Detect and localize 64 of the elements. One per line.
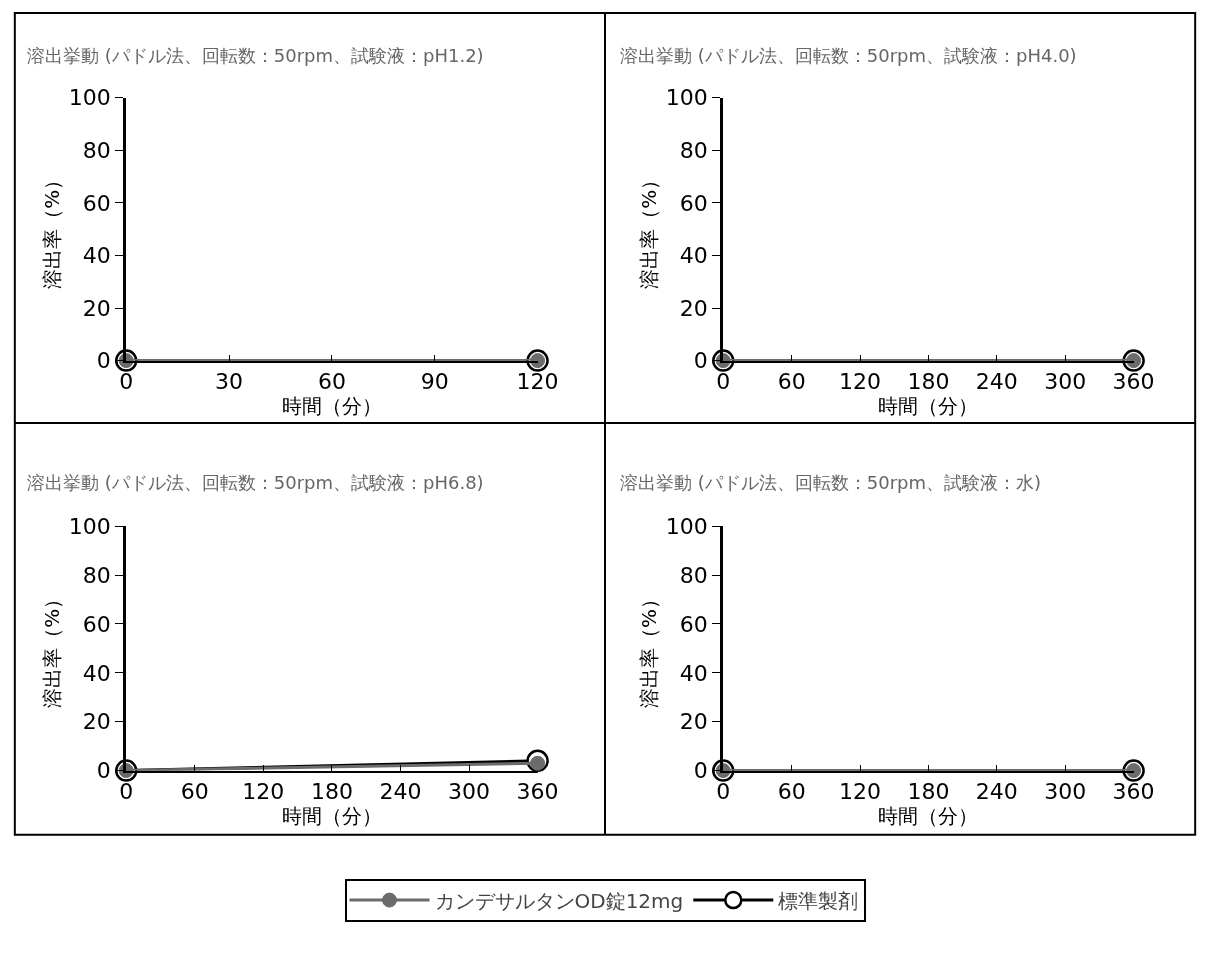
y-tick-label: 100	[68, 85, 111, 111]
x-tick-label: 360	[516, 778, 559, 804]
y-tick-label: 0	[693, 758, 708, 784]
legend-label: 標準製剤	[778, 888, 859, 913]
x-tick-label: 60	[317, 369, 346, 395]
x-tick-label: 120	[839, 778, 882, 804]
y-tick-label: 100	[665, 85, 708, 111]
x-tick-label: 240	[975, 778, 1018, 804]
y-tick-label: 40	[82, 243, 111, 269]
x-tick-label: 240	[975, 369, 1018, 395]
x-tick-label: 180	[907, 369, 950, 395]
chart-title: 溶出挙動 (パドル法、回転数：50rpm、試験液：pH1.2)	[27, 45, 484, 66]
y-tick-label: 40	[82, 660, 111, 686]
y-tick-label: 80	[82, 562, 111, 588]
y-tick-label: 20	[82, 295, 111, 321]
y-axis-title: 溶出率（%）	[40, 169, 65, 289]
y-tick-label: 100	[665, 513, 708, 539]
y-tick-label: 60	[82, 190, 111, 216]
x-tick-label: 360	[1112, 369, 1155, 395]
x-tick-label: 60	[777, 369, 806, 395]
y-tick-label: 0	[96, 758, 111, 784]
x-tick-label: 240	[379, 778, 422, 804]
x-tick-label: 120	[242, 778, 285, 804]
y-axis-title: 溶出率（%）	[637, 588, 662, 708]
chart-title: 溶出挙動 (パドル法、回転数：50rpm、試験液：pH4.0)	[620, 45, 1077, 66]
x-axis-title: 時間（分）	[281, 394, 382, 419]
y-tick-label: 60	[679, 190, 708, 216]
y-tick-label: 40	[679, 660, 708, 686]
x-tick-label: 30	[215, 369, 244, 395]
y-tick-label: 20	[679, 709, 708, 735]
x-tick-label: 120	[839, 369, 882, 395]
y-tick-label: 80	[679, 562, 708, 588]
y-tick-label: 0	[693, 348, 708, 374]
x-tick-label: 180	[310, 778, 353, 804]
y-tick-label: 40	[679, 243, 708, 269]
legend-label: カンデサルタンOD錠12mg	[434, 888, 684, 913]
x-tick-label: 300	[1044, 778, 1087, 804]
y-tick-label: 20	[82, 709, 111, 735]
y-tick-label: 80	[82, 137, 111, 163]
y-axis-title: 溶出率（%）	[637, 169, 662, 289]
x-tick-label: 120	[516, 369, 559, 395]
x-tick-label: 0	[716, 369, 731, 395]
y-tick-label: 60	[679, 611, 708, 637]
x-axis-title: 時間（分）	[878, 394, 979, 419]
x-tick-label: 60	[180, 778, 209, 804]
x-tick-label: 300	[448, 778, 491, 804]
chart-title: 溶出挙動 (パドル法、回転数：50rpm、試験液：pH6.8)	[27, 472, 484, 493]
x-tick-label: 300	[1044, 369, 1087, 395]
x-axis-title: 時間（分）	[281, 803, 382, 828]
y-axis-title: 溶出率（%）	[40, 588, 65, 708]
x-axis-title: 時間（分）	[878, 803, 979, 828]
y-tick-label: 80	[679, 137, 708, 163]
y-tick-label: 100	[68, 513, 111, 539]
x-tick-label: 0	[716, 778, 731, 804]
y-tick-label: 60	[82, 611, 111, 637]
y-tick-label: 20	[679, 295, 708, 321]
x-tick-label: 90	[420, 369, 449, 395]
y-tick-label: 0	[96, 348, 111, 374]
x-tick-label: 60	[777, 778, 806, 804]
chart-title: 溶出挙動 (パドル法、回転数：50rpm、試験液：水)	[620, 472, 1042, 493]
x-tick-label: 180	[907, 778, 950, 804]
x-tick-label: 0	[119, 778, 134, 804]
x-tick-label: 0	[119, 369, 134, 395]
x-tick-label: 360	[1112, 778, 1155, 804]
